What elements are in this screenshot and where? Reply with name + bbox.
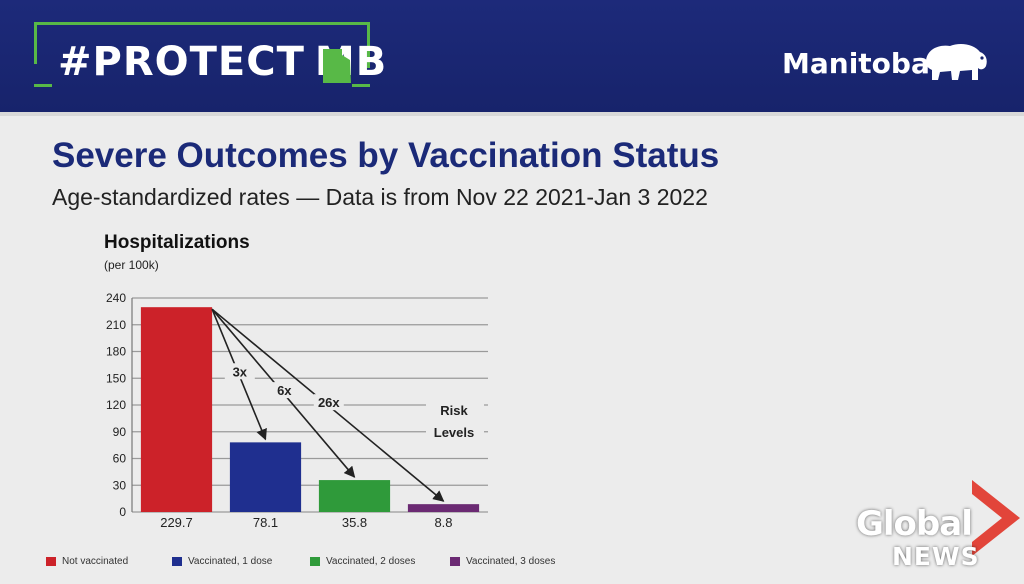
bar-value-label: 229.7 — [160, 515, 193, 530]
chart-title: Hospitalizations — [104, 232, 250, 253]
risk-label-backdrop — [313, 394, 344, 411]
legend-item: Vaccinated, 1 dose — [172, 556, 272, 567]
campaign-prefix: #PROTECT — [58, 39, 305, 85]
broadcaster-subname: NEWS — [892, 542, 980, 571]
legend-item: Not vaccinated — [46, 556, 128, 567]
y-tick-label: 120 — [106, 398, 126, 412]
y-tick-label: 0 — [119, 505, 126, 519]
legend-swatch — [310, 556, 320, 566]
bar-value-label: 78.1 — [253, 515, 278, 530]
bar-value-label: 8.8 — [434, 515, 452, 530]
risk-levels-label: Risk — [440, 403, 468, 418]
risk-multiplier-label: 26x — [318, 395, 340, 410]
bar-value-label: 35.8 — [342, 515, 367, 530]
bar — [140, 307, 213, 512]
legend-swatch — [46, 556, 56, 566]
risk-multiplier-label: 6x — [277, 383, 292, 398]
legend-label: Vaccinated, 2 doses — [326, 556, 416, 567]
global-news-logo-icon — [972, 480, 1020, 556]
legend-label: Not vaccinated — [62, 556, 129, 567]
y-tick-label: 240 — [106, 291, 126, 305]
risk-legend-backdrop — [426, 401, 484, 445]
bison-icon — [926, 44, 987, 80]
risk-label-backdrop — [224, 363, 255, 380]
legend-swatch — [450, 556, 460, 566]
risk-multiplier-label: 3x — [233, 364, 248, 379]
campaign-logo-frame — [34, 22, 370, 92]
slide-header: #PROTECT MB Manitoba — [0, 0, 1024, 116]
y-tick-label: 30 — [113, 478, 127, 492]
legend-item: Vaccinated, 2 doses — [310, 556, 415, 567]
province-wordmark: Manitoba — [782, 47, 930, 80]
bar — [229, 442, 302, 512]
risk-label-backdrop — [269, 382, 300, 399]
chart-unit-label: (per 100k) — [104, 258, 159, 272]
bar — [407, 504, 480, 512]
y-tick-label: 60 — [113, 452, 127, 466]
legend-swatch — [172, 556, 182, 566]
y-tick-label: 210 — [106, 318, 126, 332]
y-tick-label: 90 — [113, 425, 127, 439]
y-tick-label: 180 — [106, 345, 126, 359]
legend-item: Vaccinated, 3 doses — [450, 556, 555, 567]
legend-label: Vaccinated, 1 dose — [188, 556, 273, 567]
manitoba-map-icon — [323, 49, 351, 83]
slide-subtitle: Age-standardized rates — Data is from No… — [52, 184, 708, 210]
y-tick-label: 150 — [106, 371, 126, 385]
legend-label: Vaccinated, 3 doses — [466, 556, 556, 567]
risk-levels-label: Levels — [434, 425, 474, 440]
broadcaster-name: Global — [856, 504, 973, 544]
bar — [318, 480, 391, 512]
slide-title: Severe Outcomes by Vaccination Status — [52, 136, 720, 175]
